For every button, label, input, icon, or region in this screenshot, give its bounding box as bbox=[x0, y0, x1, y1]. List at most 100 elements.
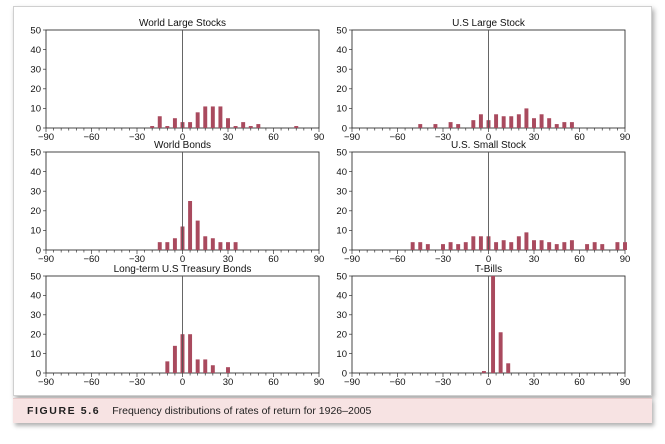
x-tick-label: −30 bbox=[435, 254, 451, 265]
x-tick-label: 90 bbox=[314, 377, 325, 388]
bar bbox=[562, 242, 567, 250]
x-tick-label: 60 bbox=[574, 377, 585, 388]
chart-title: U.S Large Stock bbox=[452, 18, 526, 29]
x-tick-label: −60 bbox=[389, 254, 405, 265]
x-tick-label: −30 bbox=[129, 254, 145, 265]
bar bbox=[463, 242, 468, 250]
y-tick-label: 20 bbox=[30, 206, 41, 217]
x-tick-label: 0 bbox=[486, 132, 491, 143]
x-tick-label: 60 bbox=[268, 254, 279, 265]
bar bbox=[600, 244, 605, 250]
y-tick-label: 0 bbox=[342, 368, 347, 379]
bar bbox=[494, 114, 499, 128]
bar bbox=[569, 240, 574, 250]
bar bbox=[433, 124, 438, 128]
x-tick-label: 30 bbox=[223, 377, 234, 388]
x-tick-label: 30 bbox=[529, 254, 540, 265]
bar bbox=[615, 242, 620, 250]
bar bbox=[562, 122, 567, 128]
bar bbox=[478, 236, 483, 250]
bar bbox=[218, 242, 223, 250]
y-tick-label: 0 bbox=[36, 123, 41, 134]
x-tick-label: 60 bbox=[268, 377, 279, 388]
bar bbox=[491, 276, 496, 373]
bar bbox=[501, 240, 506, 250]
x-tick-label: 30 bbox=[529, 132, 540, 143]
y-tick-label: 30 bbox=[30, 65, 41, 76]
bar bbox=[210, 106, 215, 128]
y-tick-label: 10 bbox=[336, 226, 347, 237]
x-tick-label: −30 bbox=[129, 132, 145, 143]
bar bbox=[516, 236, 521, 250]
x-tick-label: 0 bbox=[486, 254, 491, 265]
y-tick-label: 40 bbox=[336, 291, 347, 302]
x-tick-label: 30 bbox=[223, 132, 234, 143]
bar bbox=[592, 242, 597, 250]
chart-panel-1: −90 −60 −30 0 30 60 90 0 10 20 30 40 50 World Large S… bbox=[30, 18, 324, 143]
y-tick-label: 20 bbox=[336, 206, 347, 217]
bar bbox=[478, 114, 483, 128]
y-tick-label: 30 bbox=[30, 310, 41, 321]
x-tick-label: 90 bbox=[314, 254, 325, 265]
bar bbox=[471, 120, 476, 128]
bar bbox=[410, 242, 415, 250]
x-tick-label: 90 bbox=[620, 377, 631, 388]
x-tick-label: −90 bbox=[344, 254, 360, 265]
bar bbox=[547, 118, 552, 128]
bar bbox=[226, 367, 230, 373]
bar bbox=[471, 236, 476, 250]
bar bbox=[554, 244, 559, 250]
x-tick-label: 90 bbox=[620, 132, 631, 143]
bar bbox=[554, 124, 559, 128]
x-tick-label: 90 bbox=[314, 132, 325, 143]
bar bbox=[516, 114, 521, 128]
chart-title: Long-term U.S Treasury Bonds bbox=[114, 264, 252, 275]
bar bbox=[509, 242, 514, 250]
bar bbox=[188, 201, 193, 250]
bar bbox=[569, 122, 574, 128]
y-tick-label: 10 bbox=[30, 226, 41, 237]
bar bbox=[203, 106, 208, 128]
bar bbox=[539, 240, 544, 250]
y-tick-label: 50 bbox=[30, 25, 41, 36]
y-tick-label: 0 bbox=[36, 368, 41, 379]
bar bbox=[532, 118, 536, 128]
figure-frame: −90 −60 −30 0 30 60 90 0 10 20 30 40 50 World Large S… bbox=[13, 6, 652, 396]
y-tick-label: 0 bbox=[342, 123, 347, 134]
x-tick-label: −60 bbox=[389, 377, 405, 388]
bar bbox=[418, 242, 423, 250]
chart-panel-3: −90 −60 −30 0 30 60 90 0 10 20 30 40 50 World Bonds bbox=[30, 140, 324, 265]
y-tick-label: 40 bbox=[336, 167, 347, 178]
y-tick-label: 10 bbox=[336, 349, 347, 360]
bar bbox=[226, 242, 230, 250]
x-tick-label: −90 bbox=[38, 254, 54, 265]
bar bbox=[233, 242, 238, 250]
bar bbox=[585, 244, 590, 250]
bar bbox=[157, 242, 162, 250]
bar bbox=[172, 345, 177, 373]
bar bbox=[195, 112, 200, 128]
bar bbox=[494, 242, 499, 250]
bar bbox=[524, 232, 529, 250]
bar bbox=[418, 124, 423, 128]
y-tick-label: 50 bbox=[336, 271, 347, 282]
bar bbox=[501, 116, 506, 128]
bar bbox=[509, 116, 514, 128]
bar bbox=[218, 106, 223, 128]
bar bbox=[532, 240, 536, 250]
chart-title: World Bonds bbox=[154, 140, 211, 151]
chart-panel-2: −90 −60 −30 0 30 60 90 0 10 20 30 40 50 U.S Large Sto… bbox=[336, 18, 630, 143]
y-tick-label: 40 bbox=[30, 291, 41, 302]
figure-caption-text: Frequency distributions of rates of retu… bbox=[112, 405, 372, 417]
bar bbox=[441, 244, 445, 250]
bar bbox=[150, 126, 155, 128]
bar bbox=[233, 126, 238, 128]
bar bbox=[481, 371, 486, 373]
y-tick-label: 0 bbox=[36, 245, 41, 256]
bar bbox=[256, 124, 261, 128]
bar bbox=[456, 124, 461, 128]
bar bbox=[425, 244, 430, 250]
bar bbox=[547, 242, 552, 250]
x-tick-label: −30 bbox=[129, 377, 145, 388]
x-tick-label: 30 bbox=[223, 254, 234, 265]
